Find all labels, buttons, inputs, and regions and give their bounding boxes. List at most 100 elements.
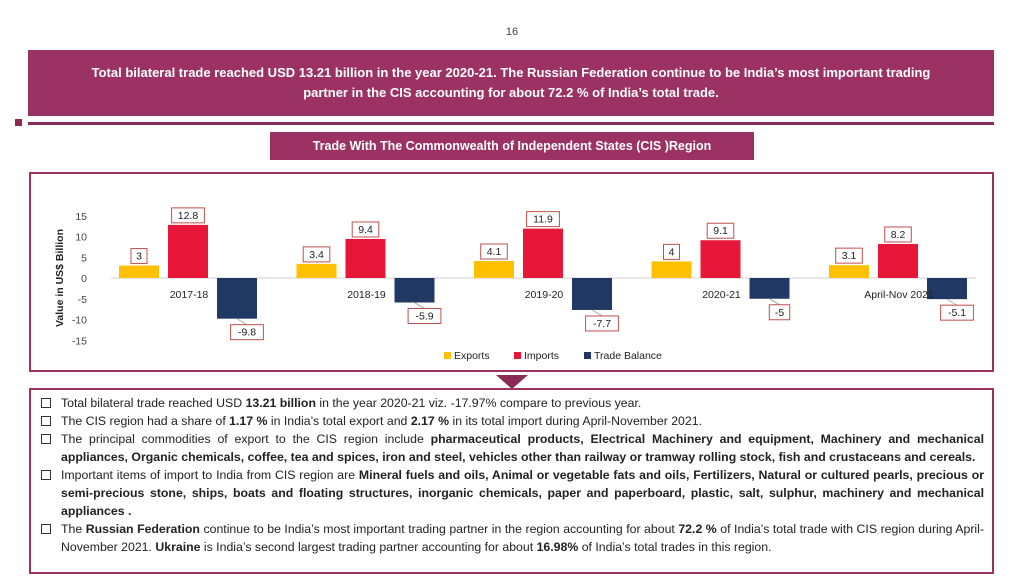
legend-label: Exports <box>454 350 490 362</box>
data-label-box <box>940 304 974 321</box>
x-category-label: 2018-19 <box>347 289 386 301</box>
data-label: -5.9 <box>415 310 433 322</box>
divider-line <box>28 122 994 125</box>
data-label: 4.1 <box>487 246 502 258</box>
chart-subtitle-text: Trade With The Commonwealth of Independe… <box>312 139 712 153</box>
checkbox-bullet-icon <box>41 470 51 480</box>
data-label: 8.2 <box>891 229 906 241</box>
note-item: Total bilateral trade reached USD 13.21 … <box>39 394 984 412</box>
note-fragment: of India’s total trade with CIS region d… <box>61 522 984 554</box>
page-number: 16 <box>505 26 519 38</box>
note-fragment: is India’s second largest trading partne… <box>200 540 537 554</box>
note-highlight: 1.17 % <box>229 414 268 428</box>
chart-subtitle: Trade With The Commonwealth of Independe… <box>270 132 754 160</box>
note-item: The Russian Federation continue to be In… <box>39 520 984 556</box>
data-label: -7.7 <box>593 318 611 330</box>
data-label-leader <box>591 309 603 317</box>
data-label-box <box>230 324 264 341</box>
note-highlight: 13.21 billion <box>245 396 316 410</box>
data-label: 9.4 <box>358 224 373 236</box>
bar-exports <box>119 265 159 278</box>
data-label: 3.4 <box>309 249 324 261</box>
note-highlight: Russian Federation <box>85 522 200 536</box>
trade-bar-chart: Value in US$ Billion 15 10 5 0 -5 -10 -15 3 12.8 -… <box>54 207 976 362</box>
data-label: -9.8 <box>238 327 256 339</box>
data-label: 11.9 <box>533 214 553 226</box>
data-label-box <box>884 226 912 243</box>
legend-label: Imports <box>524 350 559 362</box>
data-label-box <box>407 307 442 324</box>
data-label-box <box>585 315 619 332</box>
x-category-label: 2019-20 <box>525 289 564 301</box>
bar-trade-balance <box>927 278 967 300</box>
data-label-leader <box>236 318 248 326</box>
data-label-box <box>663 243 680 260</box>
note-fragment: continue to be India’s most important tr… <box>199 522 679 536</box>
note-item: The principal commodities of export to t… <box>39 430 984 466</box>
note-highlight: Ukraine <box>155 540 201 554</box>
headline-text: Total bilateral trade reached USD 13.21 … <box>91 65 931 100</box>
down-arrow-icon <box>496 375 528 389</box>
note-highlight: 2.17 % <box>410 414 450 428</box>
y-tick-label: 5 <box>81 252 87 264</box>
legend-swatch <box>584 352 591 359</box>
note-item: The CIS region had a share of 1.17 % in … <box>39 412 984 430</box>
bar-imports <box>523 228 563 278</box>
data-label: 3.1 <box>842 250 857 262</box>
y-tick-label: 0 <box>81 273 87 285</box>
data-label-box <box>351 221 380 238</box>
note-fragment: Important items of import to India from … <box>61 468 359 482</box>
data-label: 9.1 <box>713 225 728 237</box>
note-text: Total bilateral trade reached USD 13.21 … <box>61 394 984 412</box>
bar-trade-balance <box>749 278 790 299</box>
bar-exports <box>651 261 692 278</box>
note-item: Important items of import to India from … <box>39 466 984 520</box>
bar-trade-balance <box>394 278 435 303</box>
data-label: -5.1 <box>948 307 966 319</box>
x-category-label: April-Nov 2021 <box>864 289 934 301</box>
bar-imports <box>345 238 386 278</box>
bar-trade-balance <box>217 278 257 319</box>
note-text: The principal commodities of export to t… <box>61 430 984 466</box>
y-tick-label: 10 <box>75 232 87 244</box>
note-fragment: in its total import during April-Novembe… <box>449 414 702 428</box>
note-highlight: 16.98% <box>536 540 579 554</box>
data-label-box <box>171 207 205 224</box>
note-fragment: The CIS region had a share of <box>61 414 230 428</box>
divider-square <box>15 119 22 126</box>
bar-imports <box>168 224 208 278</box>
bar-exports <box>474 260 514 278</box>
data-label-box <box>130 248 148 265</box>
note-text: The CIS region had a share of 1.17 % in … <box>61 412 984 430</box>
y-axis-label: Value in US$ Billion <box>54 229 66 327</box>
note-highlight: Mineral fuels and oils, Animal or vegeta… <box>61 468 984 518</box>
legend-label: Trade Balance <box>594 350 662 362</box>
bar-imports <box>878 243 918 278</box>
checkbox-bullet-icon <box>41 398 51 408</box>
note-fragment: The <box>61 522 86 536</box>
data-label-box <box>835 247 863 264</box>
notes-panel: Total bilateral trade reached USD 13.21 … <box>29 388 994 574</box>
data-label: 12.8 <box>178 210 199 222</box>
headline-banner: Total bilateral trade reached USD 13.21 … <box>28 50 994 116</box>
data-label-box <box>768 304 791 321</box>
note-fragment: Total bilateral trade reached USD <box>61 396 246 410</box>
legend-swatch <box>444 352 451 359</box>
data-label: 4 <box>669 246 675 258</box>
bar-exports <box>829 265 869 278</box>
data-label: -5 <box>775 307 784 319</box>
note-highlight: 72.2 % <box>678 522 717 536</box>
y-tick-label: 15 <box>75 211 87 223</box>
bar-exports <box>296 263 337 278</box>
y-tick-label: -5 <box>78 294 87 306</box>
checkbox-bullet-icon <box>41 416 51 426</box>
data-label-box <box>526 211 560 228</box>
note-text: Important items of import to India from … <box>61 466 984 520</box>
data-label: 3 <box>136 251 142 263</box>
y-tick-label: -15 <box>72 335 87 347</box>
note-highlight: pharmaceutical products, Electrical Mach… <box>61 432 984 464</box>
note-fragment: of India’s total trades in this region. <box>578 540 772 554</box>
bar-imports <box>700 240 741 278</box>
checkbox-bullet-icon <box>41 434 51 444</box>
data-label-leader <box>769 298 780 306</box>
